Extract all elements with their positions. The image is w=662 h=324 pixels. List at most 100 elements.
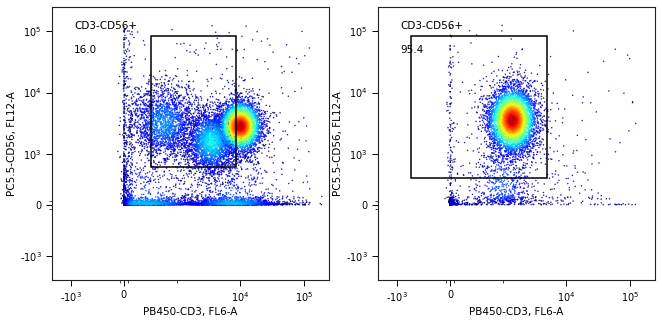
Point [165,126,175,131]
Point [170,131,181,136]
Point [526,96,536,101]
Point [118,201,129,206]
Point [119,163,130,168]
Point [503,130,514,135]
Point [301,200,312,205]
Point [162,100,173,106]
Point [201,181,212,186]
Point [173,83,184,88]
Point [230,116,240,122]
Point [222,202,232,207]
Point [224,133,235,138]
Point [520,117,531,122]
Point [508,122,518,127]
Point [130,202,140,207]
Point [524,105,535,110]
Point [502,101,512,106]
Point [186,196,197,202]
Point [147,121,158,126]
Point [154,117,165,122]
Point [179,122,189,127]
Point [217,154,228,159]
Point [479,170,490,176]
Point [507,114,518,120]
Point [224,133,235,139]
Point [124,126,135,131]
Point [495,110,506,115]
Point [495,139,506,144]
Point [164,143,174,148]
Point [499,117,510,122]
Point [248,136,258,141]
Point [269,146,279,151]
Point [498,112,508,117]
Point [214,191,225,196]
Point [228,202,238,207]
Point [156,202,167,207]
Point [227,47,238,52]
Point [226,133,237,138]
Point [201,157,212,162]
Point [254,197,265,202]
Point [205,147,216,153]
Point [152,109,162,114]
Point [153,127,164,132]
Point [261,103,271,108]
Point [516,121,526,126]
Point [221,160,232,165]
Point [261,116,271,121]
Point [152,202,162,207]
Point [503,105,514,110]
Point [208,202,218,207]
Point [260,143,270,148]
Point [254,116,265,122]
Point [118,82,129,87]
Point [249,110,260,115]
Point [173,161,184,166]
Point [252,175,263,180]
Point [160,202,171,207]
Point [207,135,218,141]
Point [235,105,246,110]
Point [244,118,254,123]
Point [232,157,243,162]
Point [561,176,571,181]
Point [122,133,132,138]
Point [506,103,516,108]
Point [183,122,193,127]
Point [230,119,241,124]
Point [148,135,159,140]
Point [229,122,240,128]
Point [232,130,243,135]
Point [173,130,183,135]
Point [243,202,254,207]
Point [232,118,243,123]
Point [610,149,621,155]
Point [510,108,520,113]
Point [504,115,514,120]
Point [220,143,230,148]
Point [488,130,498,135]
Point [224,140,234,145]
Point [119,202,130,207]
Point [156,200,166,205]
Point [234,139,244,145]
Point [508,120,518,125]
Point [242,118,252,123]
Point [219,184,230,189]
Point [251,182,261,188]
Point [497,128,508,133]
Point [179,197,190,202]
Point [500,101,511,106]
Point [162,142,172,147]
Point [506,129,516,134]
Point [162,198,172,203]
Point [215,192,226,197]
Point [201,144,212,149]
Point [246,139,256,144]
Point [516,98,526,103]
Point [233,113,244,118]
Point [464,91,475,96]
Point [524,97,534,102]
Point [218,117,229,122]
